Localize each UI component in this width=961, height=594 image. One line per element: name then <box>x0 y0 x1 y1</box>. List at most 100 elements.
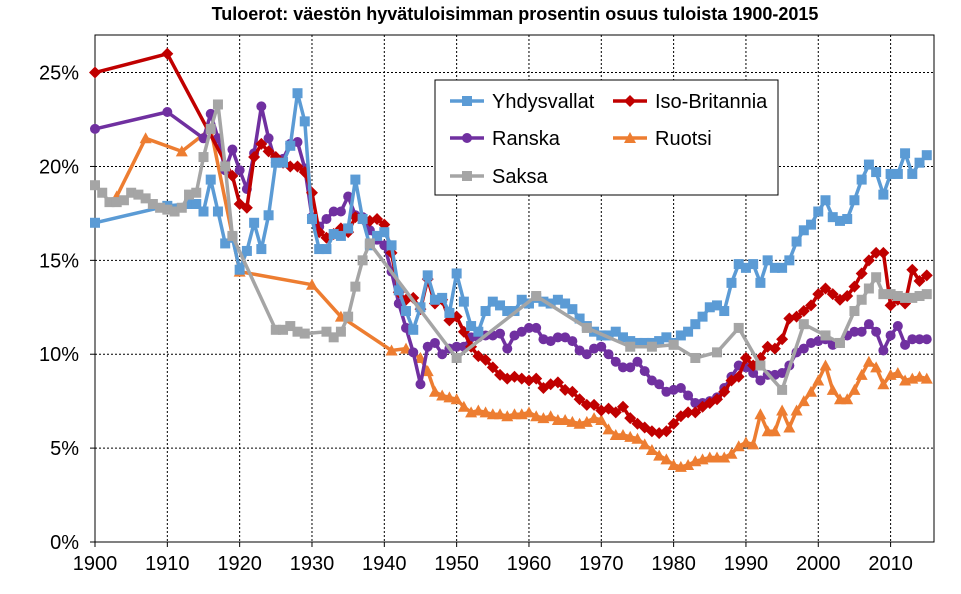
data-point-saksa <box>364 238 375 249</box>
data-point-yhdysvallat <box>907 168 918 179</box>
data-point-ranska <box>581 349 592 360</box>
data-point-yhdysvallat <box>769 262 780 273</box>
data-point-iso-britannia <box>371 213 384 226</box>
data-point-yhdysvallat <box>863 159 874 170</box>
data-point-ranska <box>451 341 462 352</box>
data-point-saksa <box>111 197 122 208</box>
data-point-yhdysvallat <box>335 230 346 241</box>
data-point-yhdysvallat <box>740 262 751 273</box>
data-point-ranska <box>415 379 426 390</box>
data-point-saksa <box>220 161 231 172</box>
data-point-yhdysvallat <box>617 332 628 343</box>
data-point-ruotsi <box>472 404 485 416</box>
data-point-ruotsi <box>768 425 781 437</box>
x-tick-label: 1920 <box>217 553 262 575</box>
data-point-yhdysvallat <box>755 277 766 288</box>
data-point-ranska <box>639 366 650 377</box>
data-point-yhdysvallat <box>639 337 650 348</box>
data-point-ruotsi <box>305 278 318 290</box>
data-point-saksa <box>191 187 202 198</box>
data-point-ruotsi <box>559 413 572 425</box>
data-point-saksa <box>90 180 100 191</box>
data-point-yhdysvallat <box>451 268 462 279</box>
data-point-saksa <box>205 123 216 134</box>
data-point-yhdysvallat <box>473 326 484 337</box>
data-point-iso-britannia <box>667 417 680 430</box>
data-point-yhdysvallat <box>487 296 498 307</box>
legend-swatch-marker-iso-britannia <box>624 95 636 107</box>
data-point-yhdysvallat <box>654 336 665 347</box>
data-point-yhdysvallat <box>90 217 100 228</box>
data-point-yhdysvallat <box>263 210 274 221</box>
data-point-saksa <box>350 281 361 292</box>
data-point-ranska <box>856 326 867 337</box>
data-point-ruotsi <box>450 393 463 405</box>
legend: Yhdysvallat Iso-Britannia Ranska Ruotsi Saks… <box>434 79 779 196</box>
data-point-yhdysvallat <box>762 255 773 266</box>
data-point-ranska <box>523 322 534 333</box>
data-point-yhdysvallat <box>184 199 195 209</box>
data-point-yhdysvallat <box>733 259 744 270</box>
data-point-yhdysvallat <box>806 219 817 230</box>
data-point-ruotsi <box>848 383 861 395</box>
data-point-yhdysvallat <box>610 326 621 337</box>
y-tick-label: 25% <box>39 63 79 85</box>
data-point-yhdysvallat <box>625 336 636 347</box>
data-point-saksa <box>755 360 766 371</box>
data-point-yhdysvallat <box>574 313 585 324</box>
data-point-yhdysvallat <box>726 277 737 288</box>
data-point-iso-britannia <box>732 370 745 383</box>
series-ranska <box>90 101 932 409</box>
data-point-yhdysvallat <box>871 167 882 178</box>
data-point-ruotsi <box>754 408 767 420</box>
data-point-ruotsi <box>747 438 760 450</box>
legend-label-saksa: Saksa <box>492 166 548 188</box>
legend-swatch-marker-ranska <box>462 133 472 143</box>
x-tick-label: 2010 <box>868 553 913 575</box>
data-point-ruotsi <box>421 365 434 377</box>
data-point-iso-britannia <box>660 425 673 438</box>
data-point-ranska <box>683 390 694 401</box>
data-point-yhdysvallat <box>422 270 433 281</box>
data-point-ruotsi <box>139 132 152 144</box>
data-point-ranska <box>863 319 874 330</box>
data-point-ranska <box>552 332 563 343</box>
data-point-ranska <box>596 341 607 352</box>
data-point-saksa <box>299 328 310 339</box>
data-point-yhdysvallat <box>350 174 361 185</box>
data-point-yhdysvallat <box>328 229 339 240</box>
data-point-ruotsi <box>877 378 890 390</box>
data-point-saksa <box>668 339 679 350</box>
x-tick-label: 1960 <box>507 553 552 575</box>
data-point-ruotsi <box>725 447 738 459</box>
data-point-yhdysvallat <box>892 168 903 179</box>
data-point-saksa <box>885 289 896 300</box>
data-point-ranska <box>892 321 903 332</box>
legend-label-ruotsi: Ruotsi <box>655 128 712 150</box>
data-point-saksa <box>357 255 368 266</box>
data-point-iso-britannia <box>291 160 304 173</box>
data-point-iso-britannia <box>906 263 919 276</box>
data-point-iso-britannia <box>884 299 897 312</box>
x-tick-label: 1940 <box>362 553 407 575</box>
data-point-saksa <box>147 199 158 209</box>
data-point-ruotsi <box>602 423 615 435</box>
data-point-yhdysvallat <box>849 195 860 206</box>
data-point-yhdysvallat <box>704 302 715 313</box>
data-point-ranska <box>328 206 339 217</box>
data-point-yhdysvallat <box>386 240 397 251</box>
data-point-iso-britannia <box>841 290 854 303</box>
data-point-iso-britannia <box>913 274 926 287</box>
data-point-ranska <box>777 368 788 378</box>
data-point-saksa <box>97 187 108 198</box>
data-point-iso-britannia <box>739 351 752 364</box>
plot-area-border <box>94 34 935 543</box>
data-point-ruotsi <box>826 383 839 395</box>
data-point-yhdysvallat <box>661 332 672 343</box>
x-tick-label: 1900 <box>73 553 118 575</box>
data-point-yhdysvallat <box>285 140 296 151</box>
data-point-iso-britannia <box>855 267 868 280</box>
data-point-yhdysvallat <box>813 206 824 217</box>
data-point-ruotsi <box>739 436 752 448</box>
